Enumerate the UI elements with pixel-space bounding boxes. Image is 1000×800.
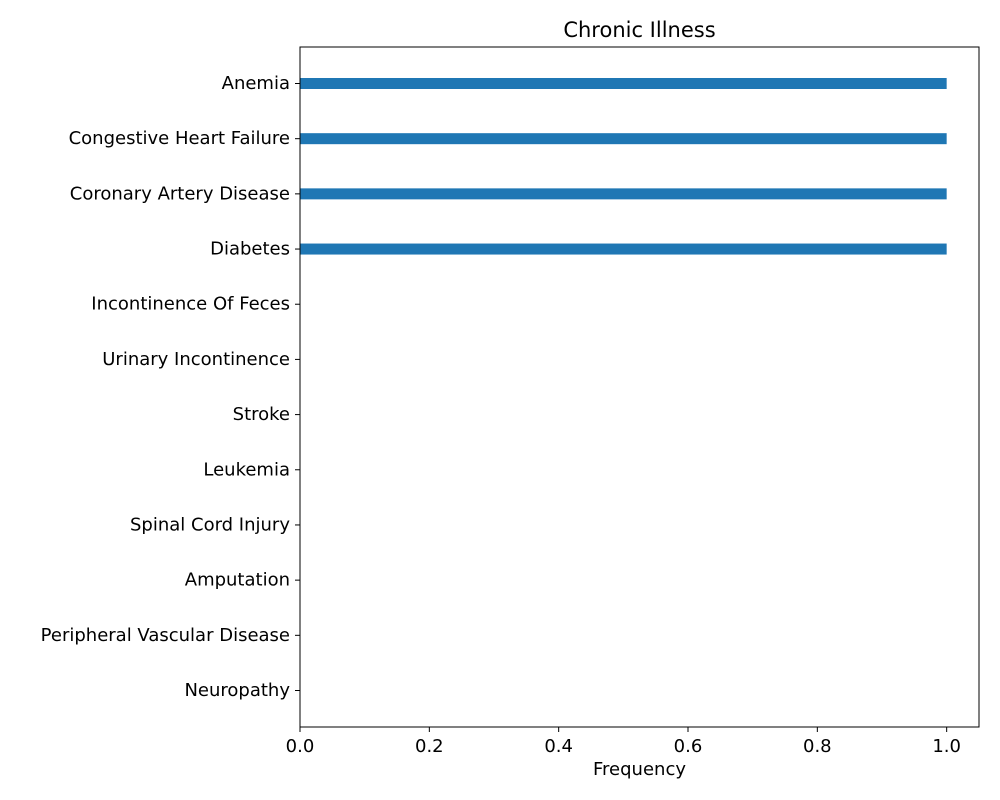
y-tick-label: Peripheral Vascular Disease: [41, 625, 290, 646]
bar: [300, 188, 947, 200]
y-tick-label: Stroke: [233, 404, 290, 425]
y-tick-label: Coronary Artery Disease: [70, 183, 290, 204]
y-tick-label: Urinary Incontinence: [102, 349, 290, 370]
y-tick-label: Anemia: [222, 73, 290, 94]
x-axis: 0.0 0.2 0.4 0.6 0.8 1.0: [286, 727, 961, 757]
x-tick-label: 0.2: [415, 736, 444, 757]
y-tick-label: Neuropathy: [184, 680, 290, 701]
bar: [300, 78, 947, 89]
x-tick-label: 1.0: [932, 736, 961, 757]
y-tick-label: Leukemia: [203, 459, 290, 480]
bar: [300, 133, 947, 145]
y-tick-label: Diabetes: [210, 239, 290, 260]
x-tick-label: 0.0: [286, 736, 315, 757]
chart-title: Chronic Illness: [563, 18, 715, 42]
y-tick-label: Incontinence Of Feces: [91, 294, 290, 315]
x-axis-label: Frequency: [593, 759, 686, 780]
bar: [300, 243, 947, 255]
x-tick-label: 0.8: [803, 736, 832, 757]
y-tick-label: Amputation: [185, 570, 290, 591]
plot-frame: [299, 46, 980, 728]
y-tick-label: Spinal Cord Injury: [130, 514, 290, 535]
x-tick-label: 0.6: [674, 736, 703, 757]
y-tick-label: Congestive Heart Failure: [69, 128, 290, 149]
bars-layer: [300, 78, 947, 255]
x-tick-label: 0.4: [544, 736, 573, 757]
y-axis: Anemia Congestive Heart Failure Coronary A…: [41, 73, 300, 701]
